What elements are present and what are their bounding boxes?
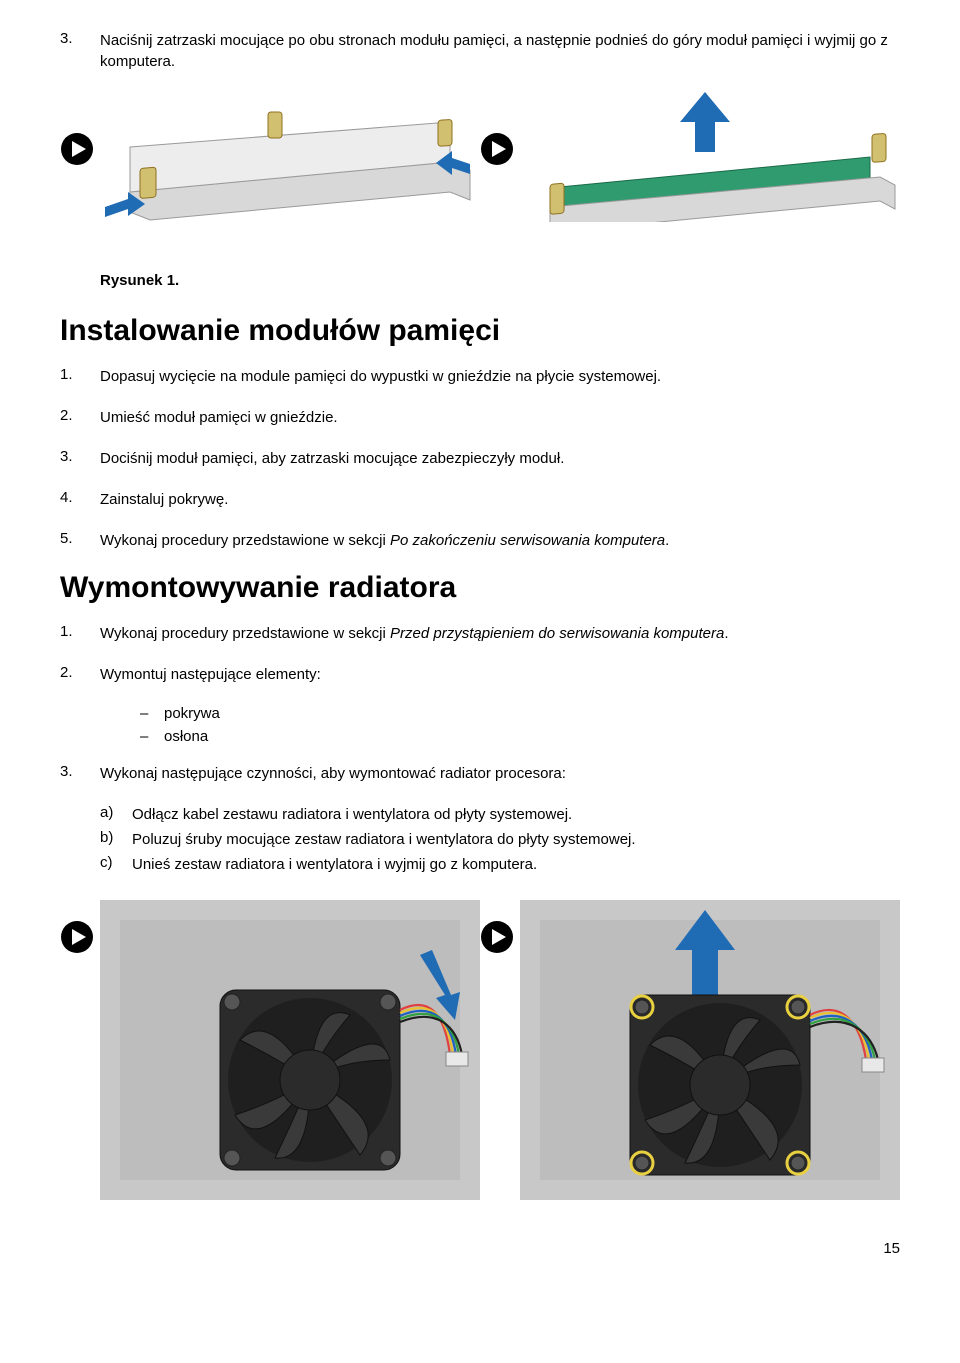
fan-figure-row xyxy=(60,900,900,1210)
fan-fig-right xyxy=(480,900,900,1210)
install-step-1: 1. Dopasuj wycięcie na module pamięci do… xyxy=(60,366,900,387)
step-3: 3. Naciśnij zatrzaski mocujące po obu st… xyxy=(60,30,900,72)
play-icon xyxy=(60,132,94,166)
lettered-a: a) Odłącz kabel zestawu radiatora i went… xyxy=(100,804,900,825)
sub-item: –osłona xyxy=(140,728,900,745)
heading-install-memory: Instalowanie modułów pamięci xyxy=(60,314,900,348)
radiator-steps-list: 1. Wykonaj procedury przedstawione w sek… xyxy=(60,623,900,685)
lettered-b: b) Poluzuj śruby mocujące zestaw radiato… xyxy=(100,829,900,850)
install-step-4: 4. Zainstaluj pokrywę. xyxy=(60,489,900,510)
play-icon xyxy=(480,920,514,954)
install-step-3: 3. Dociśnij moduł pamięci, aby zatrzaski… xyxy=(60,448,900,469)
install-steps-list: 1. Dopasuj wycięcie na module pamięci do… xyxy=(60,366,900,551)
radiator-step-2: 2. Wymontuj następujące elementy: xyxy=(60,664,900,685)
memory-figure-row xyxy=(60,92,900,242)
step-num: 3. xyxy=(60,30,100,72)
play-icon xyxy=(60,920,94,954)
radiator-lettered-list: a) Odłącz kabel zestawu radiatora i went… xyxy=(100,804,900,875)
sub-item: –pokrywa xyxy=(140,705,900,722)
radiator-step-1: 1. Wykonaj procedury przedstawione w sek… xyxy=(60,623,900,644)
radiator-step-3: 3. Wykonaj następujące czynności, aby wy… xyxy=(60,763,900,784)
install-step-2: 2. Umieść moduł pamięci w gnieździe. xyxy=(60,407,900,428)
memory-fig-right xyxy=(480,92,900,242)
lettered-c: c) Unieś zestaw radiatora i wentylatora … xyxy=(100,854,900,875)
fan-lift-illustration xyxy=(520,900,900,1200)
fan-unplug-illustration xyxy=(100,900,480,1200)
install-step-5: 5. Wykonaj procedury przedstawione w sek… xyxy=(60,530,900,551)
page-number: 15 xyxy=(60,1240,900,1257)
play-icon xyxy=(480,132,514,166)
memory-fig-left xyxy=(60,92,480,242)
memory-slot-empty-illustration xyxy=(100,92,480,222)
radiator-sub-list: –pokrywa –osłona xyxy=(140,705,900,745)
fan-fig-left xyxy=(60,900,480,1210)
figure-1-label: Rysunek 1. xyxy=(100,272,900,289)
memory-module-lift-illustration xyxy=(520,92,900,222)
step-text: Naciśnij zatrzaski mocujące po obu stron… xyxy=(100,30,900,72)
heading-remove-radiator: Wymontowywanie radiatora xyxy=(60,571,900,605)
